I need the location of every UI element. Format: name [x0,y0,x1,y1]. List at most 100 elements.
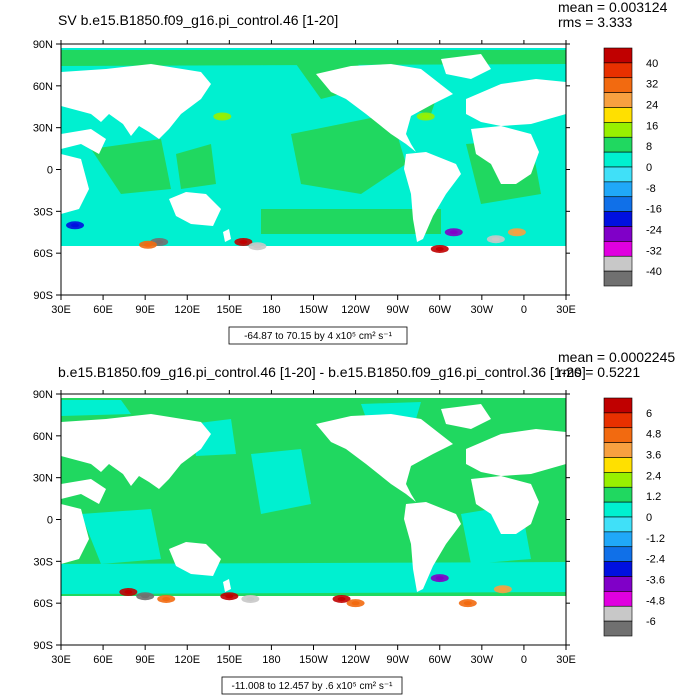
hotspot-mark [239,240,248,245]
colorbar-swatch [603,122,633,138]
hotspot-mark [253,244,262,249]
panel-2-axes: 30E 60E 90E 120E 150E 180 150W 120W 90W 60W 30W 0 30… [33,389,576,666]
panel-1-axes: 30E 60E 90E 120E 150E 180 150W 120W 90W 60W 30W 0 30… [33,39,576,316]
y-tick-label: 60N [33,81,53,93]
hotspot-mark [143,242,152,247]
x-tick-label: 150E [216,304,242,316]
colorbar-swatch [603,255,633,272]
colorbar-label: -3.6 [646,574,665,586]
x-tick-label: 90E [135,654,155,666]
panel-1-mean: mean = 0.003124 [558,0,668,15]
colorbar-swatch [603,211,633,227]
panel-1-title: SV b.e15.B1850.f09_g16.pi_control.46 [1-… [58,12,338,28]
y-tick-label: 0 [47,165,53,177]
colorbar-label: 6 [646,408,652,420]
colorbar-swatch [603,546,633,562]
colorbar-swatch [603,501,633,518]
y-tick-label: 30N [33,473,53,485]
panel-2-title: b.e15.B1850.f09_g16.pi_control.46 [1-20]… [58,364,586,380]
hotspot-mark [421,114,430,119]
x-tick-label: 120E [174,304,200,316]
colorbar-label: -8 [646,183,656,195]
y-tick-label: 60S [33,598,53,610]
hotspot-mark [141,594,150,599]
colorbar-swatch [603,136,633,153]
y-tick-label: 90N [33,39,53,51]
x-tick-label: 30E [51,654,71,666]
colorbar-label: 4.8 [646,429,661,441]
hotspot-mark [498,587,507,592]
colorbar-label: 3.6 [646,450,661,462]
colorbar-label: 2.4 [646,470,661,482]
colorbar-label: 8 [646,141,652,153]
colorbar-label: -24 [646,224,662,236]
y-tick-label: 60S [33,248,53,260]
colorbar-label: -4.8 [646,595,665,607]
hotspot-mark [337,596,346,601]
hotspot-mark [162,596,171,601]
panel-1-range-label: -64.87 to 70.15 by 4 x10⁵ cm² s⁻¹ [244,331,392,342]
colorbar-swatch [603,226,633,242]
panel-2-range-box [221,676,403,695]
colorbar-swatch [603,472,633,488]
panel-2-map [61,394,566,645]
hotspot-mark [124,590,133,595]
colorbar-label: -1.2 [646,533,665,545]
colorbar-label: -2.4 [646,554,665,566]
x-tick-label: 0 [521,654,527,666]
colorbar-swatch [603,442,633,458]
colorbar-swatch [603,531,633,548]
panel-1-rms: rms = 3.333 [558,14,633,30]
colorbar-label: 40 [646,58,658,70]
colorbar-label: 24 [646,100,658,112]
colorbar-swatch [603,576,633,592]
panel-2-range-label: -11.008 to 12.457 by .6 x10⁵ cm² s⁻¹ [232,681,394,692]
colorbar-swatch [603,270,633,287]
panel-1-hotspots [66,112,526,253]
x-tick-label: 120W [341,654,370,666]
x-tick-label: 60E [93,654,113,666]
panel-2: b.e15.B1850.f09_g16.pi_control.46 [1-20]… [33,349,675,695]
colorbar-swatch [603,181,633,198]
hotspot-mark [155,240,164,245]
colorbar-swatch [603,77,633,93]
panel-2-colorbar: 6 4.8 3.6 2.4 1.2 0 -1.2 -2.4 -3.6 -4.8 -6 [603,397,665,637]
hotspot-mark [218,114,227,119]
hotspot-mark [71,223,80,228]
y-tick-label: 30S [33,206,53,218]
x-tick-label: 120E [174,654,200,666]
x-tick-label: 120W [341,304,370,316]
colorbar-label: 32 [646,79,658,91]
colorbar-swatch [603,412,633,429]
colorbar-label: -6 [646,616,656,628]
colorbar-swatch [603,397,633,414]
x-tick-label: 30E [556,304,576,316]
colorbar-swatch [603,62,633,79]
y-tick-label: 30S [33,556,53,568]
x-tick-label: 60E [93,304,113,316]
panel-2-rms: rms = 0.5221 [558,364,640,380]
hotspot-mark [449,230,458,235]
x-tick-label: 30W [471,654,494,666]
panel-1: SV b.e15.B1850.f09_g16.pi_control.46 [1-… [33,0,668,345]
panel-1-colorbar: 40 32 24 16 8 0 -8 -16 -24 -32 -40 [603,47,662,287]
x-tick-label: 180 [262,654,280,666]
colorbar-label: -32 [646,245,662,257]
colorbar-swatch [603,605,633,622]
hotspot-mark [512,230,521,235]
colorbar-swatch [603,591,633,607]
hotspot-mark [491,237,500,242]
colorbar-swatch [603,241,633,257]
panel-1-map [61,44,566,295]
x-tick-label: 90W [386,654,409,666]
x-tick-label: 0 [521,304,527,316]
x-tick-label: 150E [216,654,242,666]
hotspot-mark [246,596,255,601]
colorbar-swatch [603,457,633,473]
land [61,394,566,645]
y-tick-label: 90S [33,640,53,652]
y-tick-label: 30N [33,123,53,135]
colorbar-swatch [603,620,633,637]
x-tick-label: 60W [428,654,451,666]
panel-1-range-box [228,326,408,345]
